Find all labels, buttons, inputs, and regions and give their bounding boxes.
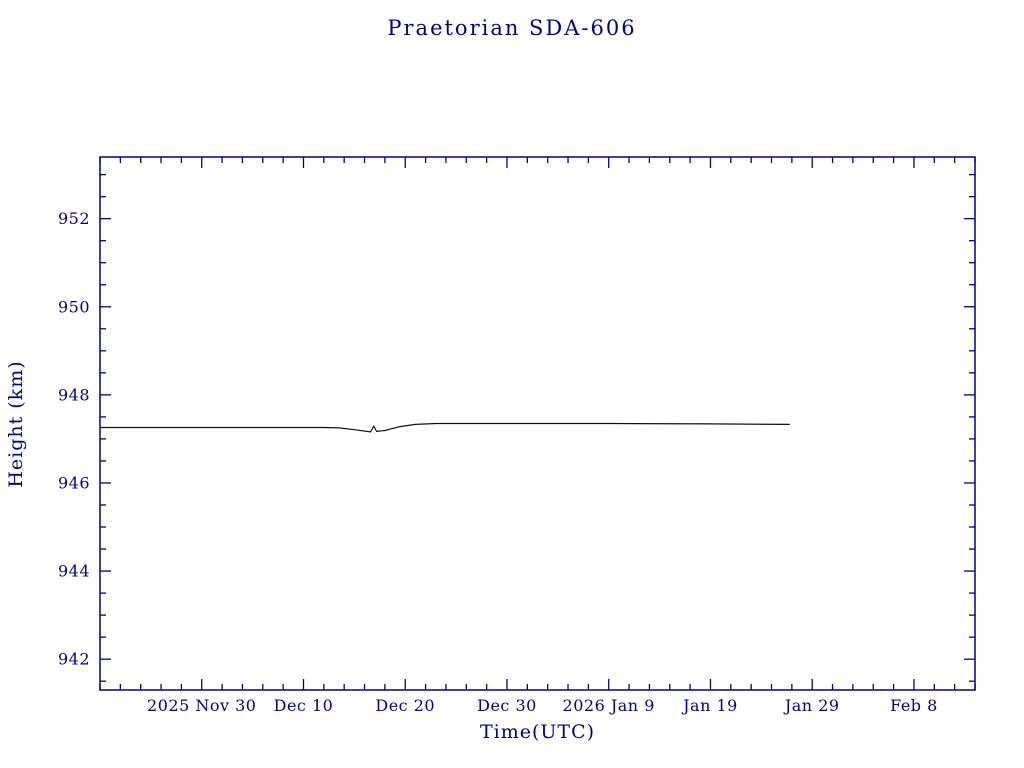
- x-axis-label: Time(UTC): [479, 721, 596, 743]
- x-tick-label: Jan 19: [681, 696, 738, 715]
- x-tick-label: Jan 29: [783, 696, 840, 715]
- y-tick-label: 952: [58, 209, 90, 228]
- y-tick-label: 948: [58, 385, 90, 404]
- y-tick-label: 950: [58, 297, 90, 316]
- x-tick-label: 2025 Nov 30: [147, 696, 256, 715]
- y-axis-label: Height (km): [5, 360, 27, 488]
- y-tick-label: 946: [58, 473, 90, 492]
- x-tick-label: 2026 Jan 9: [563, 696, 655, 715]
- x-tick-label: Feb 8: [890, 696, 938, 715]
- x-tick-label: Dec 10: [274, 696, 334, 715]
- chart-title: Praetorian SDA-606: [387, 16, 637, 40]
- y-tick-label: 942: [58, 650, 90, 669]
- height-series-line: [100, 422, 790, 433]
- x-tick-label: Dec 30: [477, 696, 537, 715]
- plot-border: [99, 156, 976, 691]
- y-tick-label: 944: [58, 562, 90, 581]
- x-tick-label: Dec 20: [375, 696, 435, 715]
